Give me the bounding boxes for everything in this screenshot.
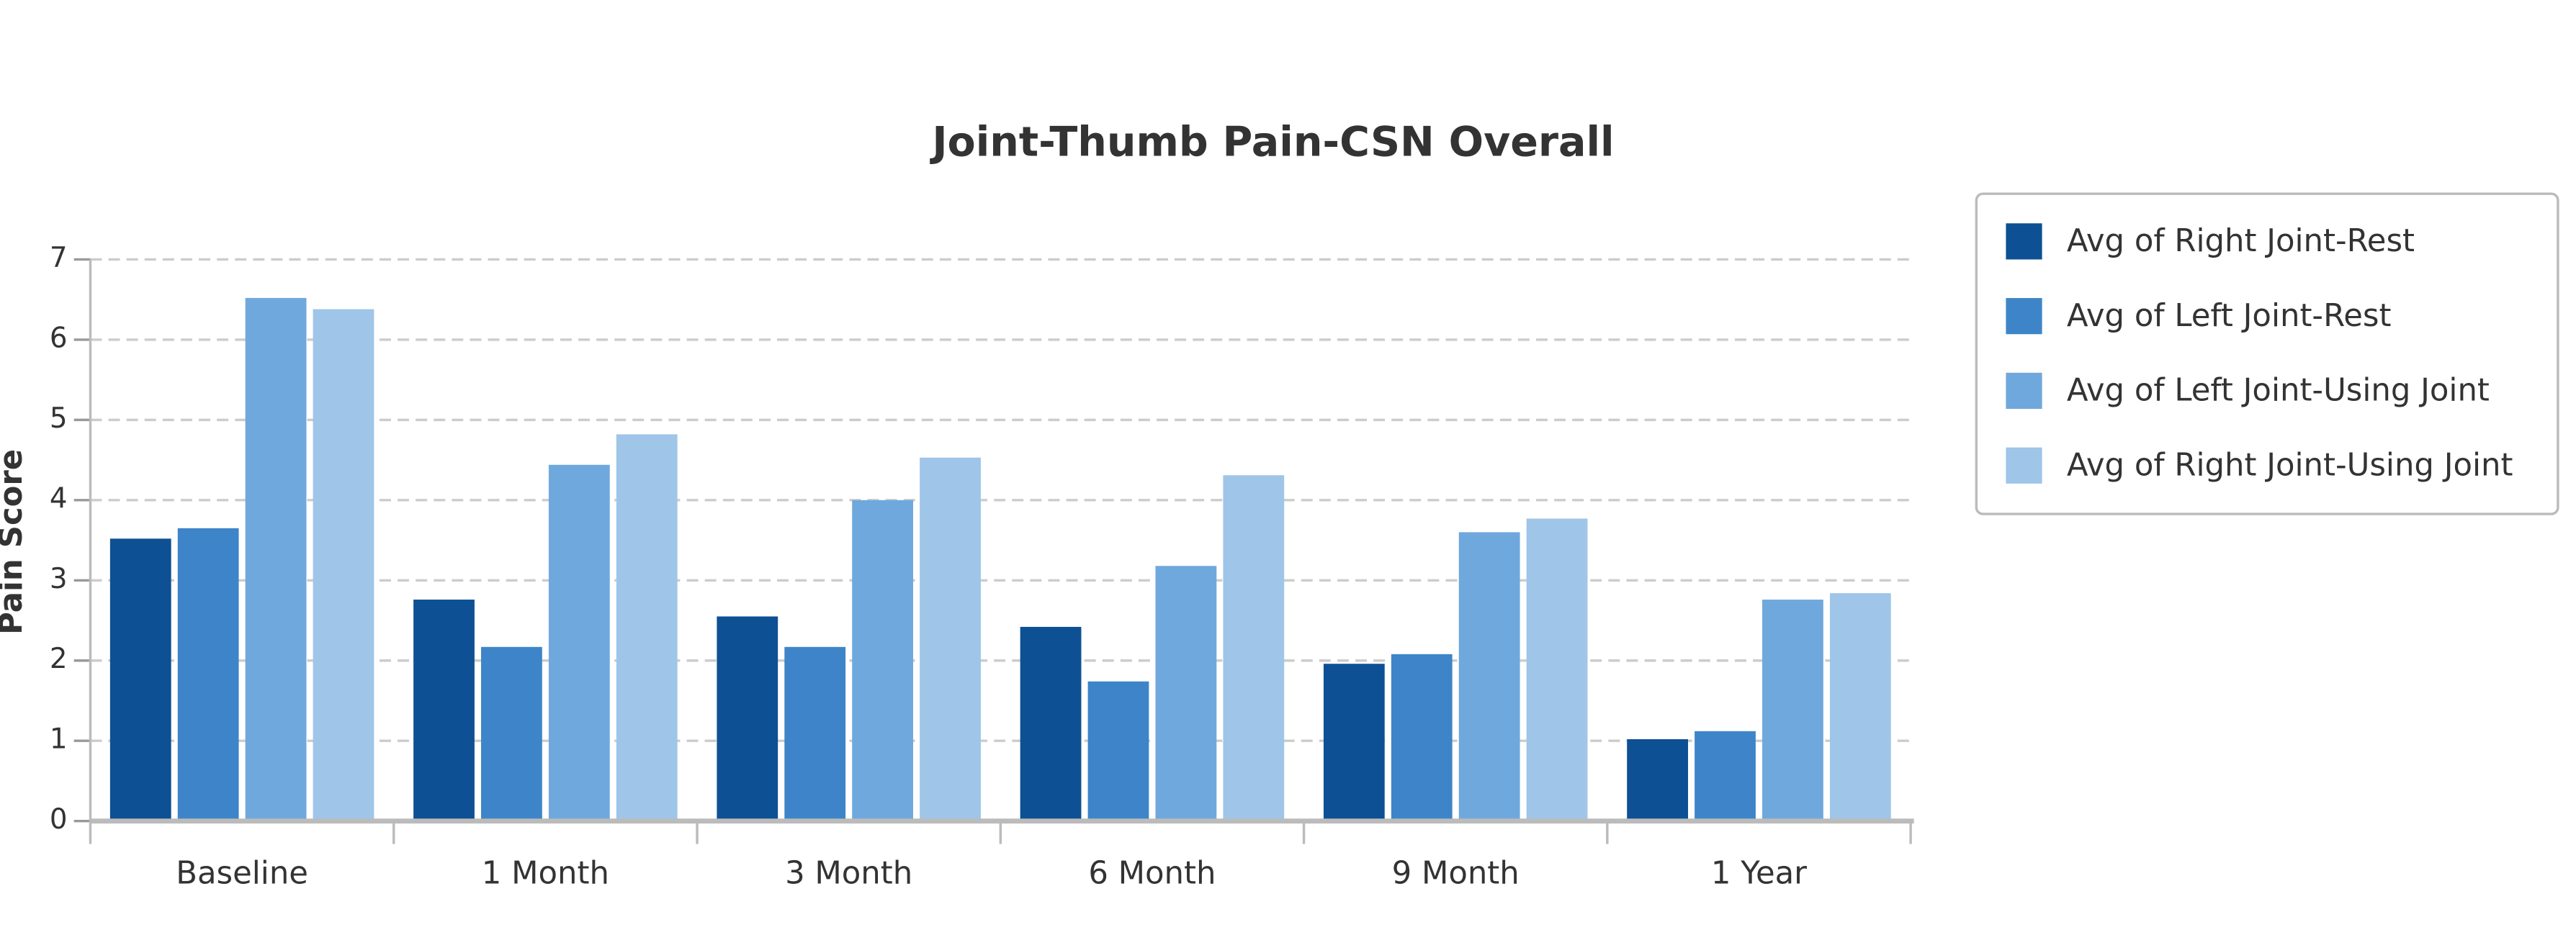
- bar: [1829, 593, 1891, 821]
- x-tick-label: 6 Month: [1088, 855, 1216, 891]
- y-tick-label: 7: [50, 242, 68, 274]
- bar: [1155, 566, 1217, 821]
- bar: [1695, 731, 1756, 821]
- x-tick-label: 1 Year: [1711, 855, 1807, 891]
- x-tick-label: 1 Month: [482, 855, 609, 891]
- y-tick-label: 2: [50, 643, 68, 675]
- bar: [245, 297, 307, 821]
- legend-label: Avg of Left Joint-Rest: [2067, 298, 2392, 334]
- bar: [548, 464, 610, 821]
- bar: [1627, 738, 1688, 821]
- legend-swatch: [2006, 298, 2042, 335]
- bar: [1762, 600, 1823, 821]
- bar: [481, 646, 542, 821]
- bar: [413, 600, 475, 821]
- bar: [920, 457, 981, 821]
- bar: [1223, 475, 1285, 821]
- x-tick-label: 9 Month: [1392, 855, 1520, 891]
- y-tick-label: 6: [50, 322, 68, 354]
- y-tick-label: 3: [50, 563, 68, 595]
- x-tick-label: 3 Month: [785, 855, 912, 891]
- bar: [313, 309, 374, 821]
- bar: [109, 538, 171, 821]
- bar: [852, 500, 913, 821]
- bar: [1458, 532, 1520, 821]
- bar: [717, 616, 778, 821]
- legend-box: [1975, 192, 2559, 515]
- bar: [177, 528, 239, 821]
- x-tick-label: Baseline: [176, 855, 308, 891]
- y-tick-label: 5: [50, 402, 68, 435]
- legend-swatch: [2006, 223, 2042, 260]
- y-tick-label: 0: [50, 803, 68, 836]
- y-tick-label: 4: [50, 482, 68, 515]
- legend-swatch: [2006, 372, 2042, 410]
- legend-label: Avg of Right Joint-Rest: [2067, 223, 2415, 259]
- bar: [616, 434, 678, 821]
- y-tick-label: 1: [50, 723, 68, 756]
- y-axis-label: Pain Score: [0, 449, 30, 635]
- bar: [1020, 626, 1082, 821]
- bar: [1087, 681, 1149, 821]
- legend-swatch: [2006, 447, 2042, 484]
- legend-label: Avg of Left Joint-Using Joint: [2067, 373, 2490, 409]
- bar: [784, 646, 846, 821]
- bar: [1323, 664, 1385, 821]
- bar: [1391, 654, 1453, 821]
- chart-title: Joint-Thumb Pain-CSN Overall: [929, 118, 1614, 166]
- bar: [1526, 518, 1588, 821]
- legend-label: Avg of Right Joint-Using Joint: [2067, 448, 2513, 484]
